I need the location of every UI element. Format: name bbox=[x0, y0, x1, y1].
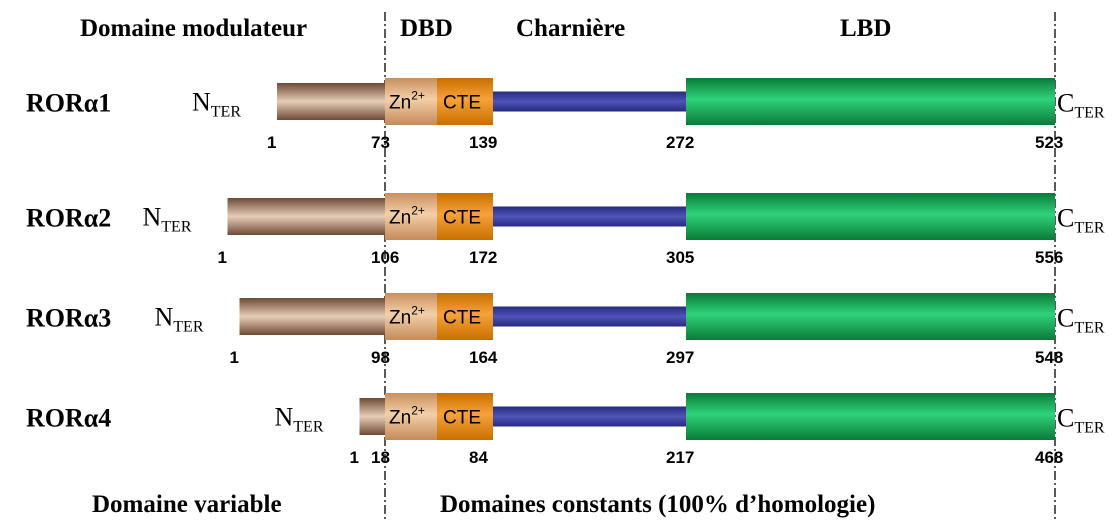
n-terminal-label-main: N bbox=[192, 88, 211, 117]
position-dbd-start: 98 bbox=[371, 348, 390, 367]
position-start: 1 bbox=[218, 248, 227, 267]
hinge-domain-bar bbox=[493, 91, 686, 112]
position-hinge-start: 84 bbox=[469, 448, 488, 467]
ligand-binding-domain-bar bbox=[686, 193, 1055, 240]
c-terminal-label-subscript: TER bbox=[1074, 420, 1105, 437]
c-terminal-label-main: C bbox=[1057, 89, 1074, 118]
zinc-finger-label: Zn2+ bbox=[389, 304, 425, 329]
zinc-finger-label: Zn2+ bbox=[389, 89, 425, 114]
zinc-finger-label-main: Zn bbox=[389, 208, 411, 229]
n-terminal-domain-bar bbox=[227, 198, 385, 235]
zinc-finger-label: Zn2+ bbox=[389, 404, 425, 429]
zinc-finger-domain-bar bbox=[385, 293, 437, 340]
position-end: 523 bbox=[1035, 133, 1063, 152]
zinc-finger-label-main: Zn bbox=[389, 408, 411, 429]
hinge-domain-bar bbox=[493, 206, 686, 227]
cte-label: CTE bbox=[443, 308, 481, 329]
zinc-finger-label-main: Zn bbox=[389, 308, 411, 329]
isoform-name: RORα1 bbox=[26, 89, 111, 118]
position-dbd-start: 73 bbox=[371, 133, 390, 152]
header-hinge: Charnière bbox=[516, 15, 625, 42]
n-terminal-domain-bar bbox=[239, 298, 385, 335]
zinc-finger-domain-bar bbox=[385, 193, 437, 240]
hinge-domain-bar bbox=[493, 306, 686, 327]
isoform-name: RORα4 bbox=[26, 404, 111, 433]
ligand-binding-domain-bar bbox=[686, 393, 1055, 440]
c-terminal-label-subscript: TER bbox=[1074, 105, 1105, 122]
n-terminal-label: NTER bbox=[275, 403, 324, 436]
cte-label: CTE bbox=[443, 208, 481, 229]
cte-domain-bar bbox=[437, 293, 493, 340]
footer-variable-domain: Domaine variable bbox=[92, 491, 282, 518]
c-terminal-label: CTER bbox=[1057, 304, 1105, 337]
position-lbd-start: 272 bbox=[666, 133, 694, 152]
position-hinge-start: 172 bbox=[469, 248, 497, 267]
cte-label: CTE bbox=[443, 408, 481, 429]
c-terminal-label-subscript: TER bbox=[1074, 320, 1105, 337]
position-end: 556 bbox=[1035, 248, 1063, 267]
header-lbd: LBD bbox=[840, 15, 891, 42]
n-terminal-label: NTER bbox=[155, 303, 204, 336]
cte-label: CTE bbox=[443, 93, 481, 114]
n-terminal-label-subscript: TER bbox=[173, 319, 204, 336]
position-dbd-start: 106 bbox=[371, 248, 399, 267]
c-terminal-label-main: C bbox=[1057, 304, 1074, 333]
header-dbd: DBD bbox=[400, 15, 453, 42]
position-dbd-start: 18 bbox=[371, 448, 390, 467]
n-terminal-label-main: N bbox=[143, 203, 162, 232]
n-terminal-domain-bar bbox=[359, 398, 385, 435]
n-terminal-label-subscript: TER bbox=[161, 219, 192, 236]
zinc-finger-label-main: Zn bbox=[389, 93, 411, 114]
zinc-finger-label-superscript: 2+ bbox=[411, 404, 425, 418]
c-terminal-label: CTER bbox=[1057, 204, 1105, 237]
n-terminal-label: NTER bbox=[143, 203, 192, 236]
n-terminal-domain-bar bbox=[277, 83, 385, 120]
n-terminal-label: NTER bbox=[192, 88, 241, 121]
n-terminal-label-main: N bbox=[275, 403, 294, 432]
zinc-finger-label-superscript: 2+ bbox=[411, 204, 425, 218]
position-lbd-start: 297 bbox=[666, 348, 694, 367]
c-terminal-label-subscript: TER bbox=[1074, 220, 1105, 237]
position-end: 548 bbox=[1035, 348, 1063, 367]
c-terminal-label: CTER bbox=[1057, 89, 1105, 122]
cte-domain-bar bbox=[437, 393, 493, 440]
zinc-finger-domain-bar bbox=[385, 393, 437, 440]
ligand-binding-domain-bar bbox=[686, 293, 1055, 340]
zinc-finger-label-superscript: 2+ bbox=[411, 89, 425, 103]
n-terminal-label-subscript: TER bbox=[293, 419, 324, 436]
position-lbd-start: 305 bbox=[666, 248, 694, 267]
position-start: 1 bbox=[267, 133, 276, 152]
n-terminal-label-main: N bbox=[155, 303, 174, 332]
position-hinge-start: 164 bbox=[469, 348, 498, 367]
ligand-binding-domain-bar bbox=[686, 78, 1055, 125]
footer-constant-domains: Domaines constants (100% d’homologie) bbox=[440, 491, 875, 518]
position-end: 468 bbox=[1035, 448, 1063, 467]
c-terminal-label-main: C bbox=[1057, 204, 1074, 233]
c-terminal-label-main: C bbox=[1057, 404, 1074, 433]
c-terminal-label: CTER bbox=[1057, 404, 1105, 437]
isoform-name: RORα2 bbox=[26, 204, 111, 233]
cte-domain-bar bbox=[437, 193, 493, 240]
zinc-finger-label: Zn2+ bbox=[389, 204, 425, 229]
position-start: 1 bbox=[350, 448, 359, 467]
cte-domain-bar bbox=[437, 78, 493, 125]
zinc-finger-label-superscript: 2+ bbox=[411, 304, 425, 318]
hinge-domain-bar bbox=[493, 406, 686, 427]
position-hinge-start: 139 bbox=[469, 133, 497, 152]
position-start: 1 bbox=[230, 348, 239, 367]
zinc-finger-domain-bar bbox=[385, 78, 437, 125]
header-modulator-domain: Domaine modulateur bbox=[80, 15, 307, 42]
position-lbd-start: 217 bbox=[666, 448, 694, 467]
n-terminal-label-subscript: TER bbox=[211, 104, 242, 121]
isoform-name: RORα3 bbox=[26, 304, 111, 333]
